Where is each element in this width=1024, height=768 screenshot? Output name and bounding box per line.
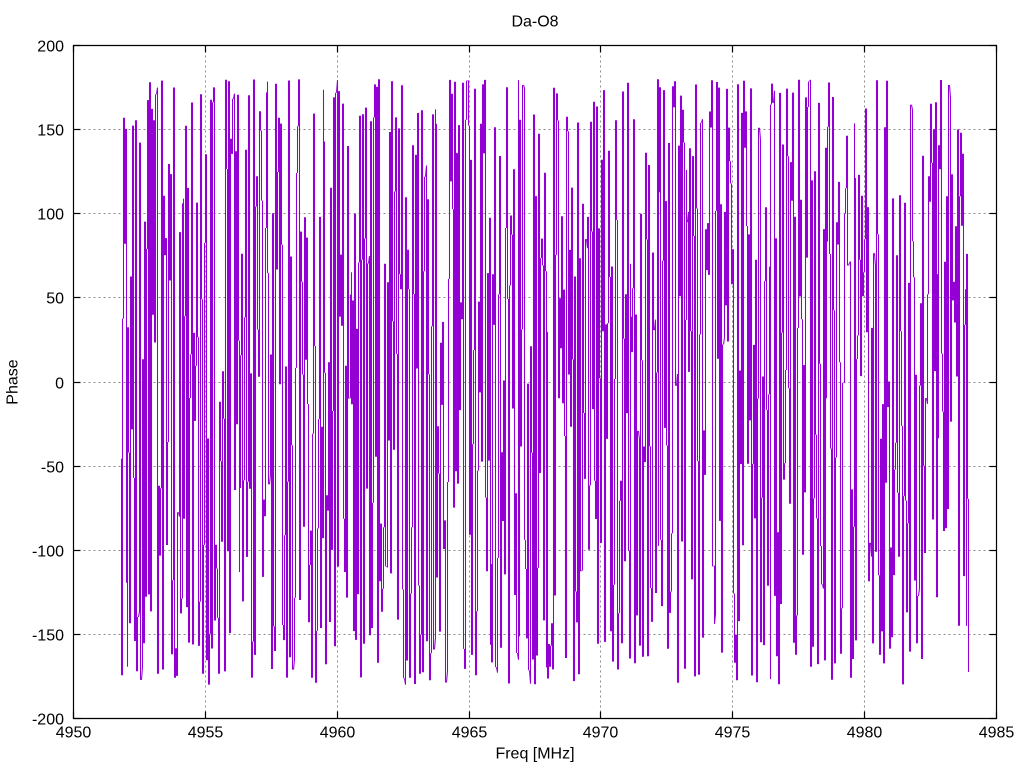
svg-text:-100: -100 (32, 544, 64, 561)
svg-text:4980: 4980 (847, 725, 883, 742)
svg-text:4955: 4955 (188, 725, 224, 742)
svg-text:4950: 4950 (56, 725, 92, 742)
svg-text:50: 50 (46, 291, 64, 308)
svg-text:200: 200 (37, 39, 64, 56)
svg-text:-200: -200 (32, 712, 64, 729)
svg-text:4985: 4985 (979, 725, 1015, 742)
svg-text:Freq [MHz]: Freq [MHz] (495, 746, 574, 763)
svg-text:-150: -150 (32, 628, 64, 645)
svg-text:4960: 4960 (320, 725, 356, 742)
svg-text:4965: 4965 (452, 725, 488, 742)
svg-text:0: 0 (55, 376, 64, 393)
svg-text:150: 150 (37, 123, 64, 140)
svg-text:Phase: Phase (5, 359, 22, 404)
svg-text:-50: -50 (41, 460, 64, 477)
svg-text:4970: 4970 (583, 725, 619, 742)
svg-text:100: 100 (37, 207, 64, 224)
svg-text:4975: 4975 (715, 725, 751, 742)
svg-text:Da-O8: Da-O8 (511, 14, 558, 31)
